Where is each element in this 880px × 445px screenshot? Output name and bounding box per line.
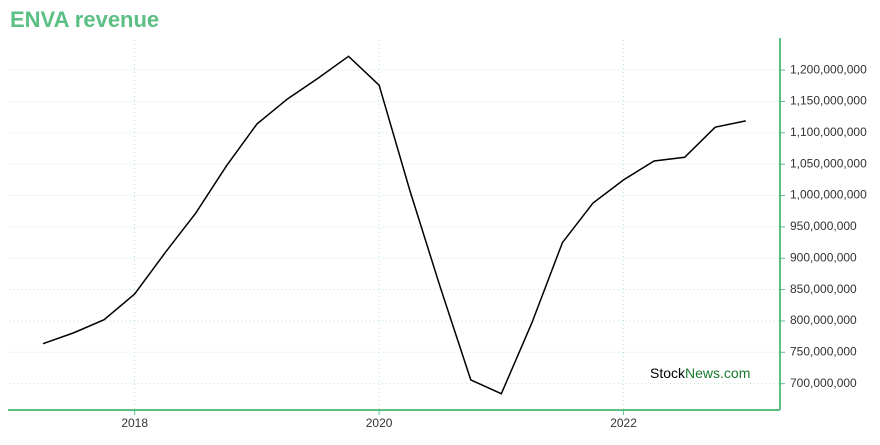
y-tick-label: 950,000,000: [790, 219, 857, 233]
y-tick-label: 900,000,000: [790, 250, 857, 264]
y-tick-label: 1,150,000,000: [790, 94, 867, 108]
x-tick-label: 2018: [121, 416, 148, 430]
y-tick-label: 800,000,000: [790, 313, 857, 327]
x-tick-label: 2022: [610, 416, 637, 430]
y-tick-label: 700,000,000: [790, 376, 857, 390]
y-tick-label: 750,000,000: [790, 344, 857, 358]
y-tick-label: 1,100,000,000: [790, 125, 867, 139]
watermark: StockNews.com: [650, 365, 750, 381]
chart-title: ENVA revenue: [10, 7, 159, 32]
watermark-part: Stock: [650, 365, 686, 381]
data-line: [42, 55, 746, 395]
watermark-part: News.com: [685, 365, 750, 381]
y-tick-label: 1,200,000,000: [790, 62, 867, 76]
y-tick-label: 850,000,000: [790, 282, 857, 296]
y-tick-label: 1,000,000,000: [790, 188, 867, 202]
x-tick-label: 2020: [366, 416, 393, 430]
y-tick-label: 1,050,000,000: [790, 156, 867, 170]
